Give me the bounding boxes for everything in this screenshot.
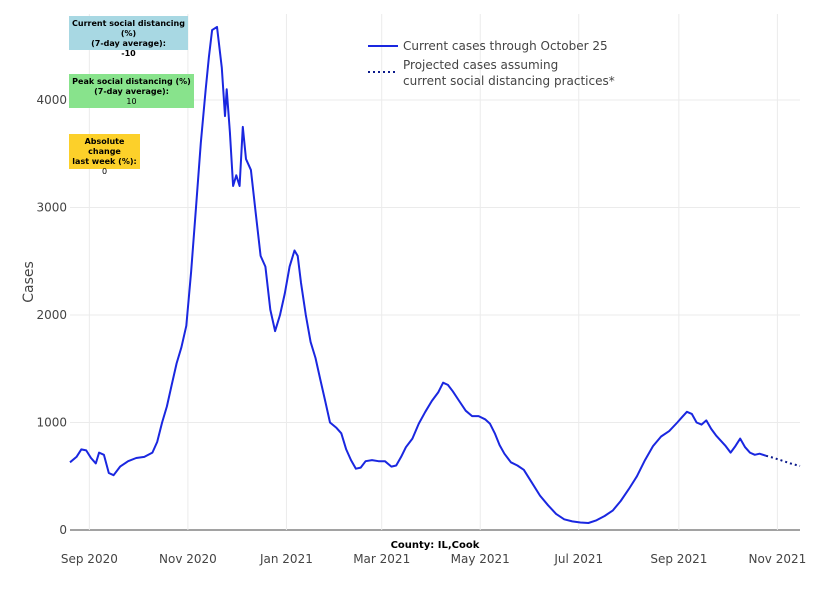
x-tick-label: Sep 2020 [61,552,118,566]
x-tick-label: Jul 2021 [553,552,603,566]
absolute-change-title: Absolute change last week (%): [72,137,137,166]
peak-social-distancing-title: Peak social distancing (%) (7-day averag… [72,77,191,96]
y-tick-label: 2000 [36,308,67,322]
legend-projected-label-line2: current social distancing practices* [403,74,615,88]
series-lines [69,25,801,524]
current-social-distancing-value: -10 [121,49,136,58]
y-tick-label: 3000 [36,201,67,215]
absolute-change-box: Absolute change last week (%): 0 [69,134,140,176]
y-axis-title: Cases [21,261,37,303]
current-cases-line [69,25,767,524]
x-tick-label: Mar 2021 [353,552,410,566]
y-tick-label: 1000 [36,416,67,430]
legend: Current cases through October 25 Project… [368,39,615,88]
county-label: County: IL,Cook [391,540,480,551]
y-axis: 0 1000 2000 3000 4000 [36,93,67,537]
current-social-distancing-box: Current social distancing (%) (7-day ave… [69,16,188,58]
absolute-change-value: 0 [101,167,108,176]
peak-social-distancing-value: 10 [126,97,137,106]
legend-current-label: Current cases through October 25 [403,39,608,53]
projected-cases-line [765,454,801,467]
x-tick-label: Nov 2020 [159,552,217,566]
y-tick-label: 4000 [36,93,67,107]
legend-projected-label-line1: Projected cases assuming [403,58,558,72]
x-tick-label: May 2021 [451,552,510,566]
x-tick-label: Sep 2021 [650,552,707,566]
x-tick-label: Jan 2021 [259,552,313,566]
y-tick-label: 0 [59,523,67,537]
x-tick-label: Nov 2021 [748,552,806,566]
current-social-distancing-title: Current social distancing (%) (7-day ave… [72,19,185,48]
x-axis: Sep 2020 Nov 2020 Jan 2021 Mar 2021 May 2021… [61,552,806,566]
peak-social-distancing-box: Peak social distancing (%) (7-day averag… [69,74,194,108]
